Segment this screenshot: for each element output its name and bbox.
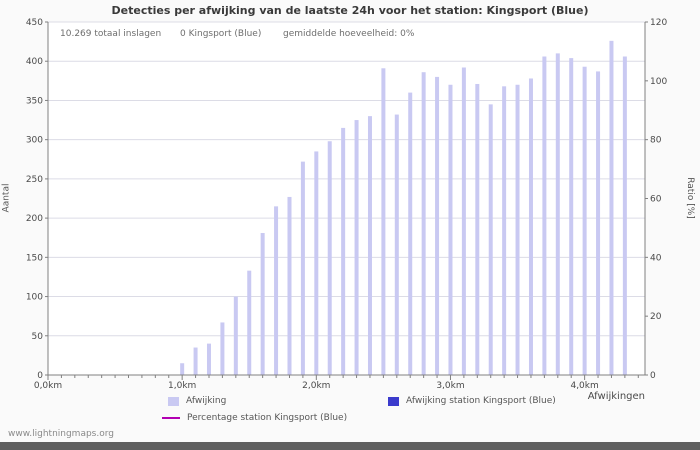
stat-station-strikes: 0 Kingsport (Blue) xyxy=(180,29,262,39)
legend-label-percentage: Percentage station Kingsport (Blue) xyxy=(187,413,348,423)
svg-text:60: 60 xyxy=(650,195,662,205)
legend-swatch-afwijking xyxy=(168,396,179,406)
legend-label-station-afwijking: Afwijking station Kingsport (Blue) xyxy=(406,396,556,406)
svg-text:100: 100 xyxy=(650,77,667,87)
svg-text:300: 300 xyxy=(26,136,43,146)
svg-text:0,0km: 0,0km xyxy=(34,381,62,391)
svg-text:40: 40 xyxy=(650,253,662,263)
svg-text:3,0km: 3,0km xyxy=(436,381,464,391)
legend-item-station-afwijking: Afwijking station Kingsport (Blue) xyxy=(388,396,556,406)
lightningmaps-link[interactable]: www.lightningmaps.org xyxy=(8,429,114,439)
y-axis-label-right: Ratio [%] xyxy=(684,177,695,219)
svg-text:1,0km: 1,0km xyxy=(168,381,196,391)
svg-text:450: 450 xyxy=(26,18,43,28)
legend-item-percentage: Percentage station Kingsport (Blue) xyxy=(162,413,347,423)
svg-text:250: 250 xyxy=(26,175,43,185)
svg-text:150: 150 xyxy=(26,253,43,263)
stat-total-strikes: 10.269 totaal inslagen xyxy=(60,29,162,39)
svg-text:50: 50 xyxy=(32,332,44,342)
detections-bar-chart: 0 50 100 150 200 250 300 350 400 450 0 20 40 60 80 100 1… xyxy=(26,18,668,391)
x-axis-label: Afwijkingen xyxy=(587,391,645,402)
svg-text:0: 0 xyxy=(37,371,43,381)
svg-text:100: 100 xyxy=(26,293,43,303)
legend-item-afwijking: Afwijking xyxy=(168,396,226,406)
legend-swatch-station-afwijking xyxy=(388,396,399,406)
stat-average-amount: gemiddelde hoeveelheid: 0% xyxy=(283,29,415,39)
svg-text:400: 400 xyxy=(26,57,43,67)
chart-title: Detecties per afwijking van de laatste 2… xyxy=(111,4,589,17)
bottom-strip xyxy=(0,442,700,450)
svg-text:20: 20 xyxy=(650,312,662,322)
legend-swatch-percentage-line xyxy=(162,417,180,419)
y-axis-label-left: Aantal xyxy=(1,183,12,213)
legend-label-afwijking: Afwijking xyxy=(186,396,227,406)
svg-text:0: 0 xyxy=(650,371,656,381)
svg-text:120: 120 xyxy=(650,18,667,28)
svg-text:80: 80 xyxy=(650,136,662,146)
svg-text:200: 200 xyxy=(26,214,43,224)
svg-text:350: 350 xyxy=(26,96,43,106)
svg-text:2,0km: 2,0km xyxy=(302,381,330,391)
svg-text:4,0km: 4,0km xyxy=(570,381,598,391)
